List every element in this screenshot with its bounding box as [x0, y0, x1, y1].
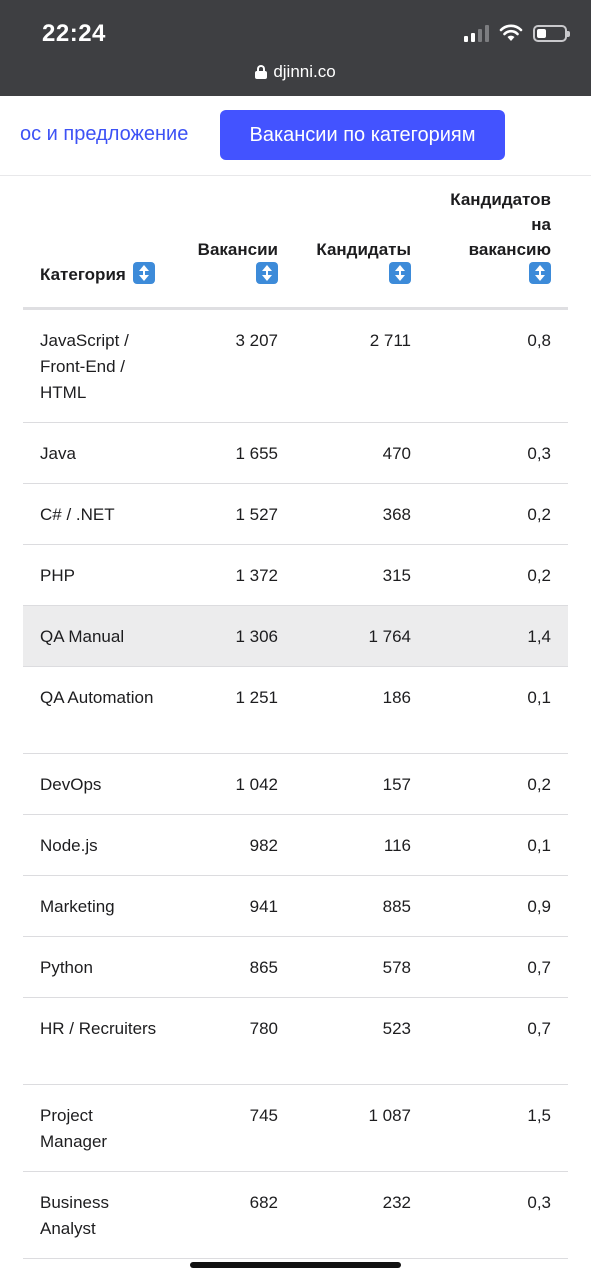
- status-icons: [464, 24, 570, 42]
- header-vacancies[interactable]: Вакансии: [198, 237, 278, 287]
- candidates-cell: 578: [382, 958, 411, 977]
- table-body: JavaScript / Front-End / HTML 3 207 2 711 0…: [23, 310, 568, 1259]
- ratio-cell: 0,3: [527, 444, 551, 463]
- category-cell: QA Automation: [40, 688, 154, 707]
- table-row[interactable]: Marketing 941 885 0,9: [23, 876, 568, 937]
- table-row[interactable]: Java 1 655 470 0,3: [23, 423, 568, 484]
- header-ratio-label-2: на: [531, 215, 551, 234]
- table-row[interactable]: JavaScript / Front-End / HTML 3 207 2 711 0…: [23, 310, 568, 423]
- table-row[interactable]: QA Automation 1 251 186 0,1: [23, 667, 568, 754]
- ratio-cell: 0,1: [527, 688, 551, 707]
- candidates-cell: 2 711: [369, 331, 411, 350]
- header-category[interactable]: Категория: [40, 262, 155, 287]
- status-time: 22:24: [42, 20, 106, 47]
- vacancies-cell: 1 042: [235, 775, 278, 794]
- ratio-cell: 1,5: [527, 1106, 551, 1125]
- wifi-icon: [499, 24, 523, 41]
- vacancies-cell: 1 372: [235, 566, 278, 585]
- cellular-signal-icon: [464, 24, 489, 42]
- candidates-cell: 315: [382, 566, 411, 585]
- candidates-cell: 885: [382, 897, 411, 916]
- candidates-cell: 1 764: [368, 627, 411, 646]
- table-header: Категория Вакансии Кандидаты Кандидатов …: [23, 177, 568, 310]
- category-cell: Java: [40, 444, 76, 463]
- vacancies-cell: 3 207: [235, 331, 278, 350]
- category-cell: QA Manual: [40, 627, 125, 646]
- table-row[interactable]: HR / Recruiters 780 523 0,7: [23, 998, 568, 1085]
- vacancies-cell: 1 655: [235, 444, 278, 463]
- ratio-cell: 0,3: [527, 1193, 551, 1212]
- ratio-cell: 0,8: [527, 331, 551, 350]
- category-cell: JavaScript / Front-End / HTML: [40, 331, 129, 402]
- tab-supply-demand[interactable]: ос и предложение: [20, 123, 189, 145]
- header-candidates[interactable]: Кандидаты: [316, 237, 411, 287]
- category-cell: Business Analyst: [40, 1193, 109, 1238]
- sort-icon[interactable]: [529, 262, 551, 284]
- header-vacancies-label: Вакансии: [197, 240, 278, 259]
- vacancies-cell: 982: [249, 836, 278, 855]
- vacancies-table: Категория Вакансии Кандидаты Кандидатов …: [23, 177, 568, 1259]
- ratio-cell: 0,2: [527, 775, 551, 794]
- candidates-cell: 186: [382, 688, 411, 707]
- table-row[interactable]: DevOps 1 042 157 0,2: [23, 754, 568, 815]
- address-domain: djinni.co: [273, 62, 336, 81]
- table-row[interactable]: C# / .NET 1 527 368 0,2: [23, 484, 568, 545]
- vacancies-cell: 780: [249, 1019, 278, 1038]
- candidates-cell: 368: [382, 505, 411, 524]
- sort-icon[interactable]: [256, 262, 278, 284]
- table-row[interactable]: Project Manager 745 1 087 1,5: [23, 1085, 568, 1172]
- category-cell: Python: [40, 958, 93, 977]
- ratio-cell: 1,4: [527, 627, 551, 646]
- category-tabs: ос и предложение Вакансии по категориям: [0, 96, 591, 176]
- browser-top-bar: 22:24 djinni.co: [0, 0, 591, 96]
- battery-icon: [533, 24, 570, 42]
- header-ratio-label-1: Кандидатов: [450, 190, 551, 209]
- table-row[interactable]: PHP 1 372 315 0,2: [23, 545, 568, 606]
- category-cell: C# / .NET: [40, 505, 115, 524]
- header-candidates-label: Кандидаты: [316, 240, 411, 259]
- table-row[interactable]: Node.js 982 116 0,1: [23, 815, 568, 876]
- table-row[interactable]: Python 865 578 0,7: [23, 937, 568, 998]
- vacancies-cell: 1 306: [235, 627, 278, 646]
- candidates-cell: 116: [383, 836, 411, 855]
- header-category-label: Категория: [40, 265, 126, 284]
- sort-icon[interactable]: [389, 262, 411, 284]
- category-cell: Project Manager: [40, 1106, 108, 1151]
- ratio-cell: 0,7: [527, 1019, 551, 1038]
- category-cell: Marketing: [40, 897, 115, 916]
- ratio-cell: 0,7: [527, 958, 551, 977]
- category-cell: DevOps: [40, 775, 102, 794]
- lock-icon: [255, 65, 268, 79]
- vacancies-cell: 1 527: [235, 505, 278, 524]
- category-cell: HR / Recruiters: [40, 1019, 157, 1038]
- vacancies-cell: 745: [249, 1106, 278, 1125]
- candidates-cell: 157: [382, 775, 411, 794]
- vacancies-cell: 865: [249, 958, 278, 977]
- vacancies-cell: 941: [249, 897, 278, 916]
- ratio-cell: 0,1: [527, 836, 551, 855]
- vacancies-cell: 1 251: [235, 688, 278, 707]
- sort-icon[interactable]: [132, 262, 155, 284]
- category-cell: PHP: [40, 566, 75, 585]
- category-cell: Node.js: [40, 836, 98, 855]
- candidates-cell: 1 087: [368, 1106, 411, 1125]
- table-row[interactable]: QA Manual 1 306 1 764 1,4: [23, 606, 568, 667]
- table-row[interactable]: Business Analyst 682 232 0,3: [23, 1172, 568, 1259]
- header-candidates-per-vacancy[interactable]: Кандидатов на вакансию: [450, 187, 551, 287]
- ratio-cell: 0,9: [527, 897, 551, 916]
- vacancies-cell: 682: [249, 1193, 278, 1212]
- ratio-cell: 0,2: [527, 505, 551, 524]
- header-ratio-label-3: вакансию: [468, 240, 551, 259]
- ratio-cell: 0,2: [527, 566, 551, 585]
- home-indicator: [190, 1262, 401, 1268]
- candidates-cell: 470: [382, 444, 411, 463]
- candidates-cell: 232: [382, 1193, 411, 1212]
- candidates-cell: 523: [382, 1019, 411, 1038]
- tab-vacancies-by-category[interactable]: Вакансии по категориям: [220, 110, 505, 160]
- address-bar[interactable]: djinni.co: [0, 62, 591, 82]
